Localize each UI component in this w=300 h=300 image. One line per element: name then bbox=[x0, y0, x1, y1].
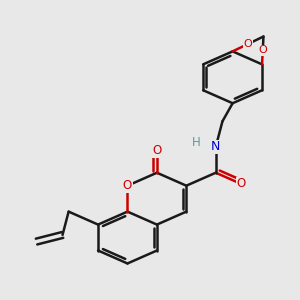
Text: N: N bbox=[211, 140, 220, 153]
Text: O: O bbox=[244, 39, 252, 49]
Text: O: O bbox=[123, 179, 132, 192]
Text: O: O bbox=[258, 45, 267, 56]
Text: O: O bbox=[236, 177, 245, 190]
Text: H: H bbox=[192, 136, 201, 149]
Text: O: O bbox=[152, 144, 161, 157]
